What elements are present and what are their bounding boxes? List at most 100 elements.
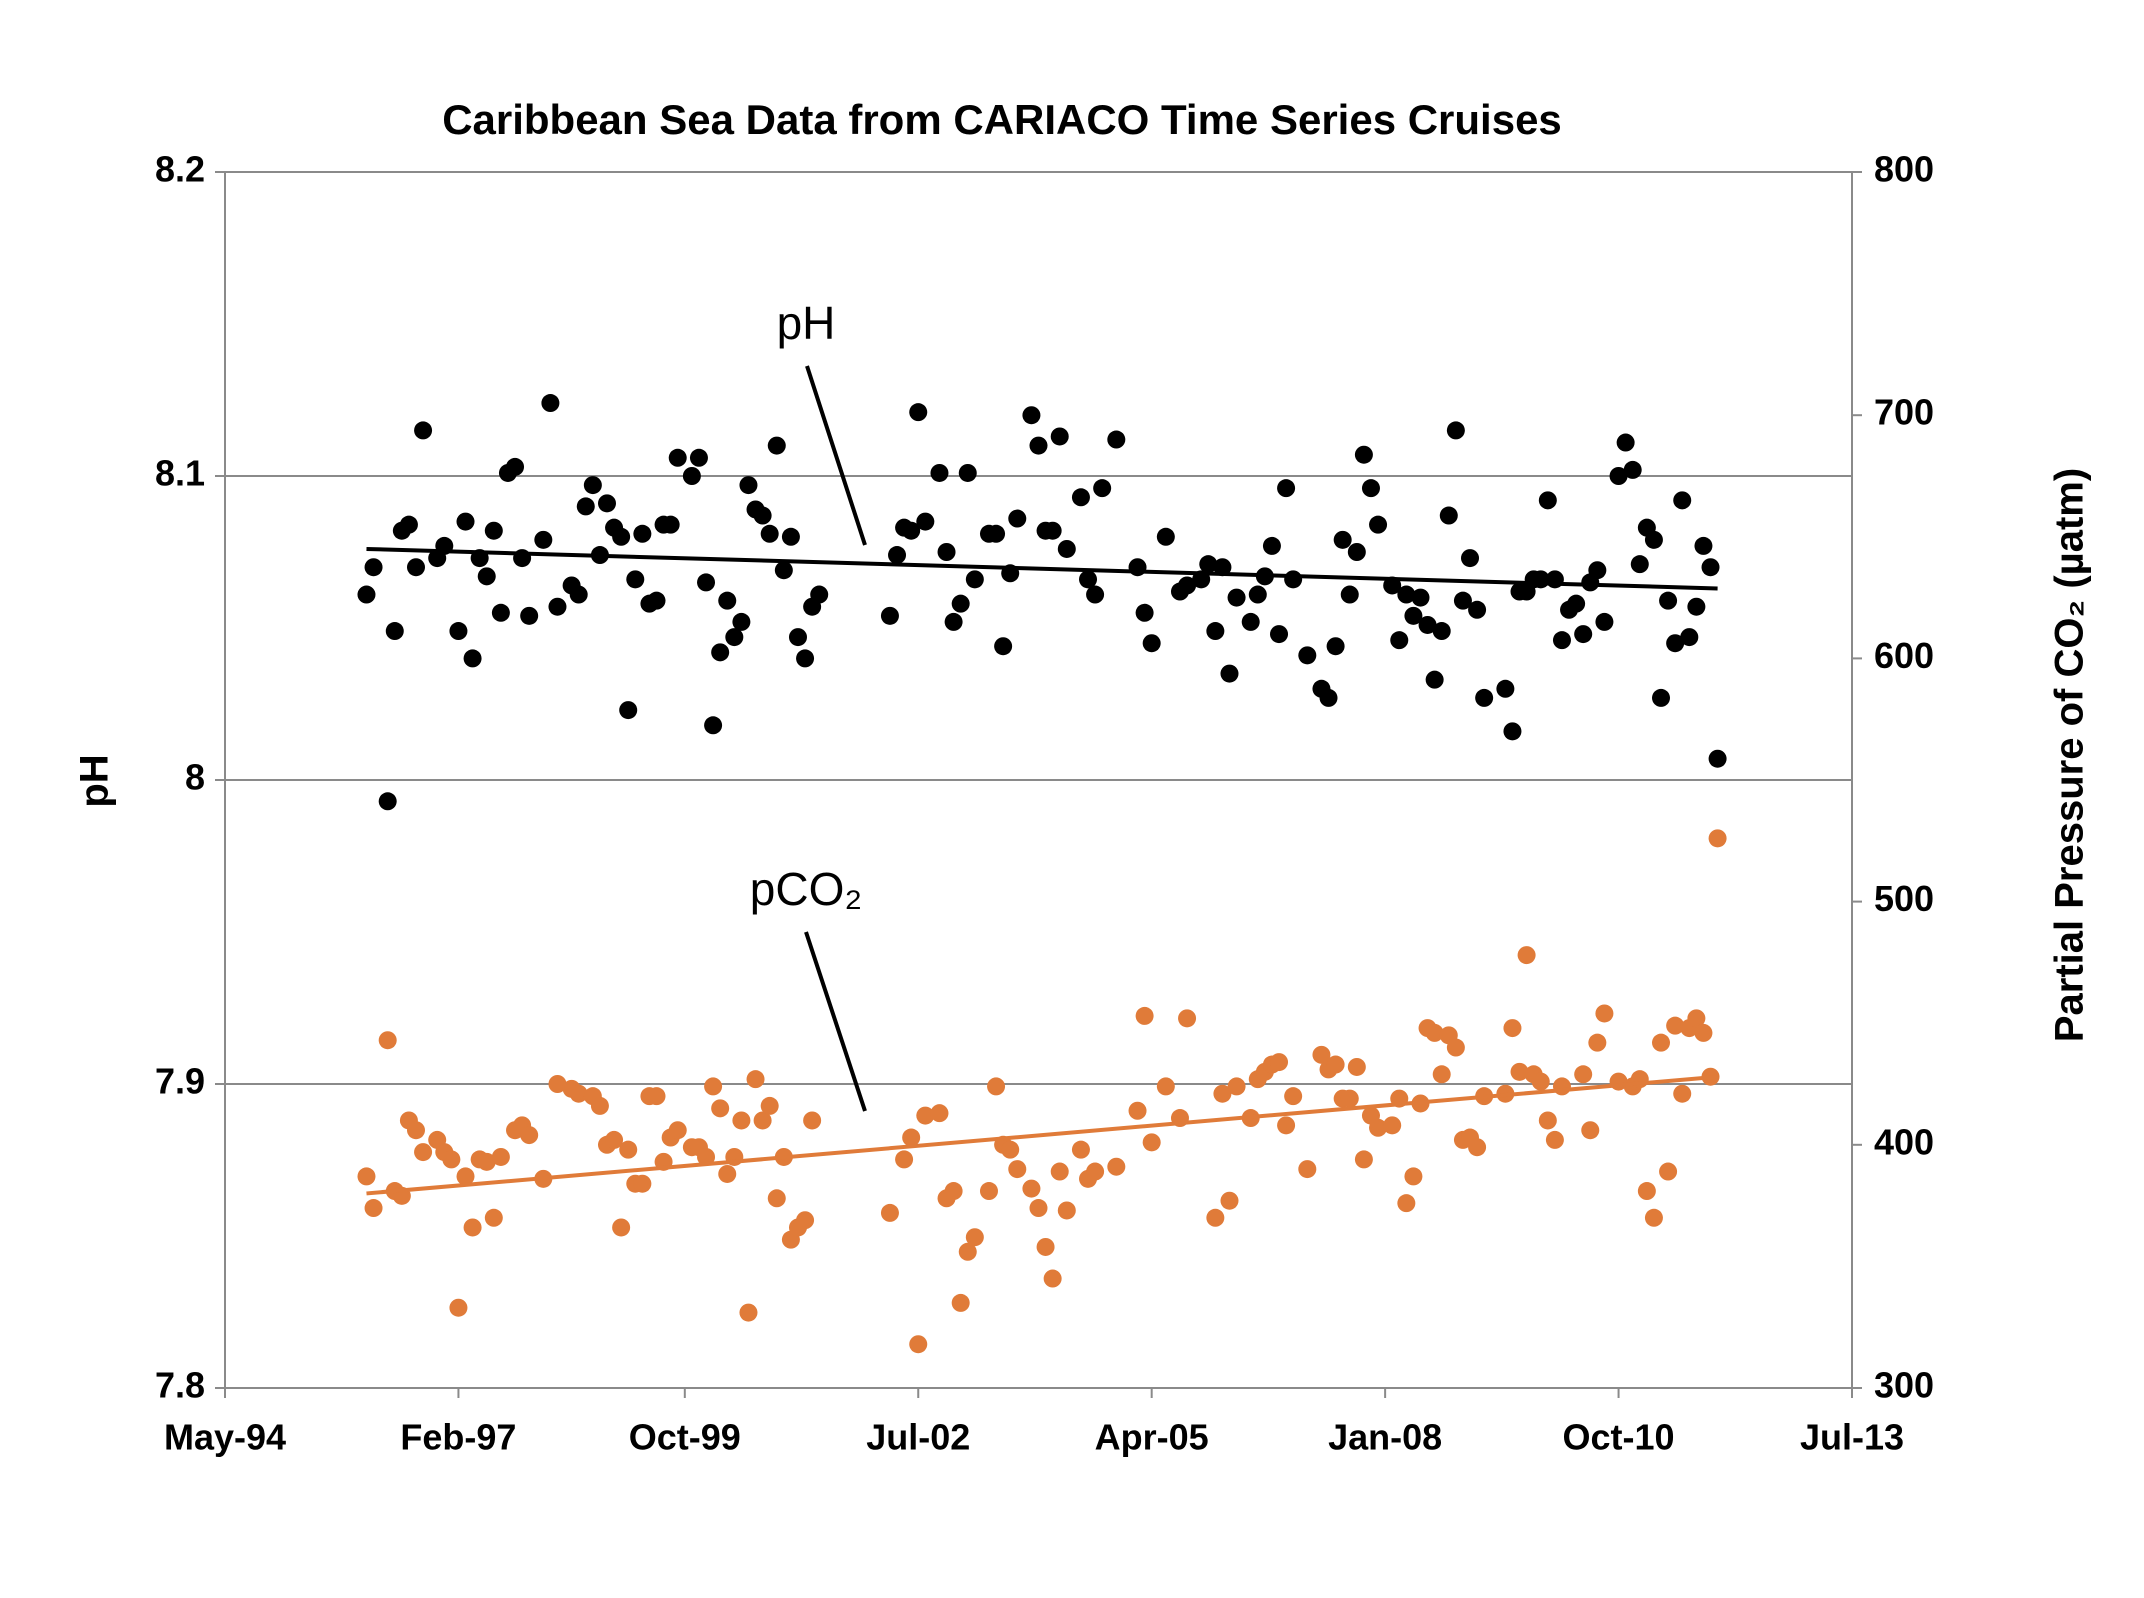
x-tick-label: Jan-08: [1328, 1417, 1442, 1458]
annotation-leader: [805, 365, 867, 546]
trend-line: [366, 1074, 1718, 1196]
y2-tick-label: 700: [1874, 392, 1934, 433]
data-point: [1701, 558, 1720, 577]
data-point: [987, 524, 1006, 543]
data-point: [548, 597, 567, 616]
data-point: [605, 1130, 624, 1149]
data-point: [1468, 1138, 1487, 1157]
data-point: [1369, 1118, 1388, 1137]
y2-tick-label: 800: [1874, 149, 1934, 190]
data-point: [1666, 1016, 1685, 1035]
data-point: [1595, 612, 1614, 631]
data-point: [1156, 527, 1175, 546]
data-point: [477, 1152, 496, 1171]
data-point: [541, 394, 560, 413]
data-point: [979, 1182, 998, 1201]
data-point: [1404, 606, 1423, 625]
data-point: [1369, 515, 1388, 534]
data-point: [484, 521, 503, 540]
data-point: [1425, 670, 1444, 689]
data-point: [1213, 558, 1232, 577]
data-point: [902, 521, 921, 540]
data-point: [1404, 1167, 1423, 1186]
data-point: [774, 561, 793, 580]
data-point: [1312, 1045, 1331, 1064]
data-point: [944, 612, 963, 631]
data-point: [1588, 1033, 1607, 1052]
data-point: [1510, 1062, 1529, 1081]
y2-axis-title: Partial Pressure of CO₂ (µatm): [2048, 468, 2092, 1042]
data-point: [1156, 1077, 1175, 1096]
data-point: [1001, 1140, 1020, 1159]
data-point: [1029, 1199, 1048, 1218]
data-point: [760, 524, 779, 543]
data-point: [414, 1143, 433, 1162]
data-point: [590, 1096, 609, 1115]
data-point: [1086, 1162, 1105, 1181]
data-point: [1057, 1201, 1076, 1220]
data-point: [463, 1218, 482, 1237]
data-point: [1383, 1116, 1402, 1135]
data-point: [1284, 1087, 1303, 1106]
data-point: [1284, 570, 1303, 589]
data-point: [1107, 1157, 1126, 1176]
data-point: [357, 1167, 376, 1186]
data-point: [1086, 585, 1105, 604]
data-point: [534, 530, 553, 549]
y2-tick-label: 400: [1874, 1121, 1934, 1162]
data-point: [1227, 588, 1246, 607]
data-point: [1227, 1077, 1246, 1096]
data-point: [1552, 631, 1571, 650]
data-point: [619, 701, 638, 720]
chart-title: Caribbean Sea Data from CARIACO Time Ser…: [442, 96, 1562, 143]
data-point: [1071, 488, 1090, 507]
data-point: [1008, 509, 1027, 528]
data-point: [1397, 1194, 1416, 1213]
data-point: [1298, 1160, 1317, 1179]
data-point: [477, 567, 496, 586]
data-point: [1270, 625, 1289, 644]
x-tick-label: Oct-10: [1563, 1417, 1675, 1458]
data-point: [1432, 1065, 1451, 1084]
data-point: [1135, 603, 1154, 622]
data-point: [1552, 1077, 1571, 1096]
data-point: [1206, 1208, 1225, 1227]
data-point: [1588, 561, 1607, 580]
data-point: [1333, 530, 1352, 549]
data-point: [1468, 600, 1487, 619]
data-point: [626, 570, 645, 589]
data-point: [1673, 1084, 1692, 1103]
data-point: [1659, 1162, 1678, 1181]
data-point: [597, 494, 616, 513]
data-point: [1354, 1150, 1373, 1169]
data-point: [1262, 536, 1281, 555]
data-point: [965, 570, 984, 589]
data-point: [1496, 679, 1515, 698]
x-tick-label: May-94: [164, 1417, 286, 1458]
data-point: [1687, 597, 1706, 616]
data-point: [718, 591, 737, 610]
data-point: [1178, 1009, 1197, 1028]
data-point: [718, 1164, 737, 1183]
data-point: [746, 1070, 765, 1089]
data-point: [1673, 491, 1692, 510]
data-point: [647, 591, 666, 610]
data-point: [1652, 688, 1671, 707]
data-point: [689, 448, 708, 467]
data-point: [958, 463, 977, 482]
data-point: [987, 1077, 1006, 1096]
data-point: [1453, 591, 1472, 610]
data-point: [449, 622, 468, 641]
data-point: [378, 1031, 397, 1050]
data-point: [633, 524, 652, 543]
y-axis-title: pH: [73, 754, 117, 807]
y-tick-label: 7.8: [155, 1365, 205, 1406]
data-point: [1057, 539, 1076, 558]
data-point: [1616, 433, 1635, 452]
data-point: [406, 1121, 425, 1140]
data-point: [1446, 1038, 1465, 1057]
data-point: [1545, 1130, 1564, 1149]
data-point: [1340, 1089, 1359, 1108]
data-point: [1347, 1057, 1366, 1076]
data-point: [1694, 1023, 1713, 1042]
